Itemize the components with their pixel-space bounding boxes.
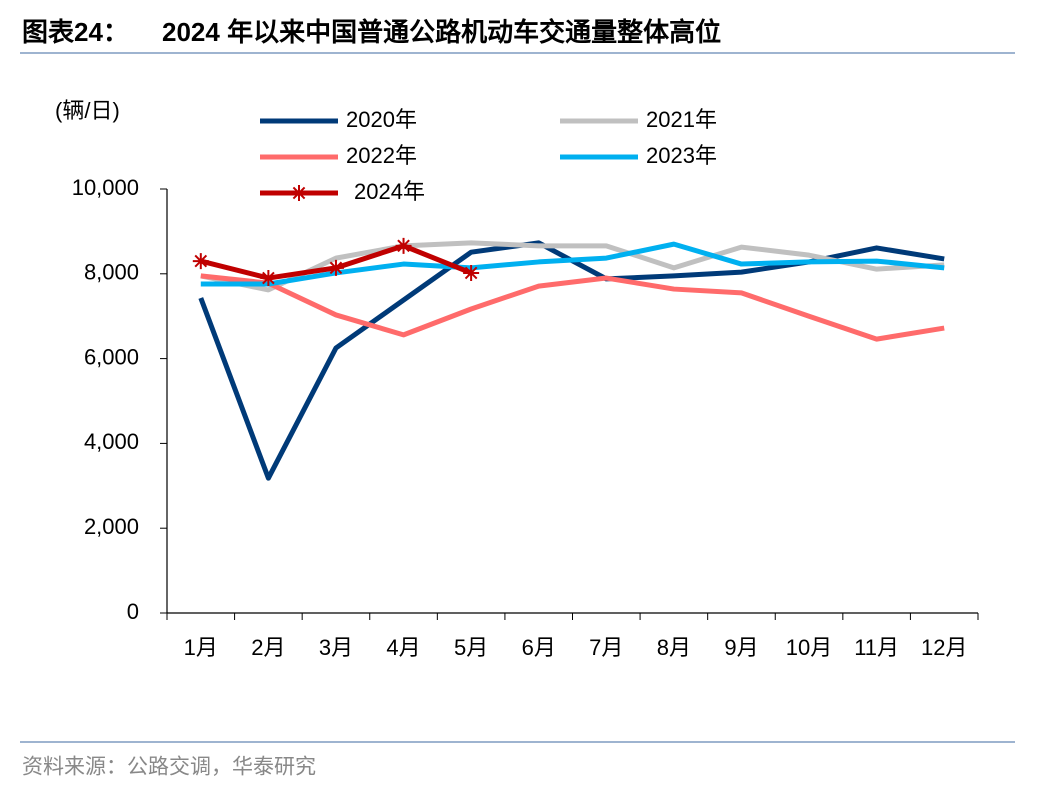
x-tick-label: 7月 — [589, 635, 623, 660]
legend-label: 2024年 — [354, 179, 425, 204]
marker — [327, 259, 344, 276]
legend-label: 2022年 — [346, 143, 417, 168]
source: 资料来源：公路交调，华泰研究 — [22, 756, 316, 779]
marker — [260, 270, 277, 287]
series-line — [200, 240, 945, 293]
x-tick-label: 1月 — [184, 635, 218, 660]
legend-label: 2023年 — [646, 143, 717, 168]
legend-label: 2021年 — [646, 107, 717, 132]
y-tick-label: 8,000 — [84, 260, 139, 285]
y-axis-label: (辆/日) — [55, 98, 120, 123]
x-tick-label: 5月 — [454, 635, 488, 660]
legend-label: 2020年 — [346, 107, 417, 132]
series-line — [200, 273, 945, 342]
x-tick-label: 10月 — [786, 635, 832, 660]
y-tick-label: 0 — [127, 599, 139, 624]
x-tick-label: 2月 — [251, 635, 285, 660]
y-tick-label: 10,000 — [72, 175, 139, 200]
y-tick-label: 4,000 — [84, 429, 139, 454]
series-line — [200, 241, 945, 287]
x-tick-label: 12月 — [921, 635, 967, 660]
x-tick-label: 9月 — [724, 635, 758, 660]
marker — [463, 264, 480, 281]
x-tick-label: 11月 — [854, 635, 899, 660]
x-tick-label: 6月 — [522, 635, 556, 660]
x-tick-label: 4月 — [386, 635, 420, 660]
figure-label: 图表24： — [22, 17, 129, 47]
x-tick-label: 3月 — [319, 635, 353, 660]
legend-marker — [291, 185, 307, 201]
x-tick-label: 8月 — [657, 635, 691, 660]
marker — [192, 253, 209, 270]
chart-title: 2024 年以来中国普通公路机动车交通量整体高位 — [162, 17, 721, 47]
y-tick-label: 2,000 — [84, 514, 139, 539]
marker — [395, 237, 412, 254]
y-tick-label: 6,000 — [84, 344, 139, 369]
